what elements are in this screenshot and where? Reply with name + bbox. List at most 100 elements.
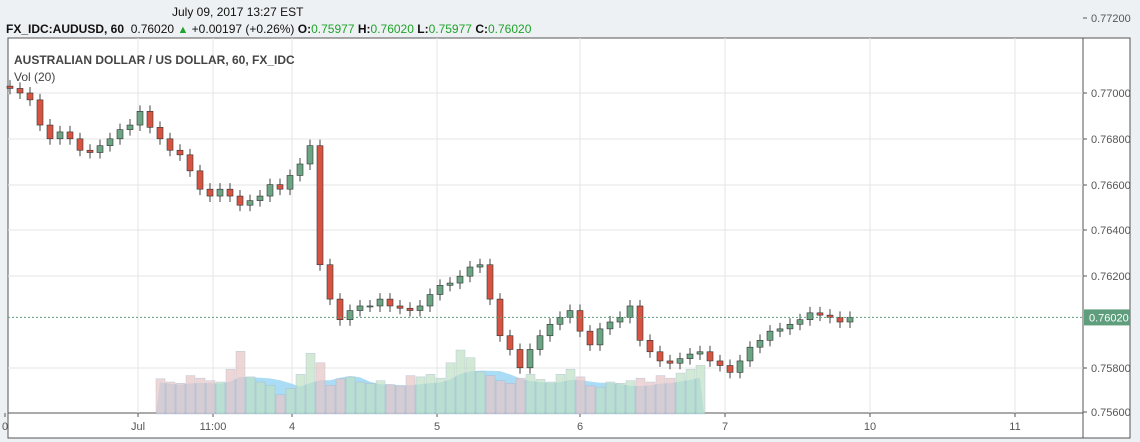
candle <box>526 349 534 369</box>
volume-bar <box>355 381 366 415</box>
volume-bar <box>285 388 296 415</box>
volume-bar <box>175 383 186 415</box>
low-label: L: <box>417 22 429 36</box>
candle <box>26 92 34 101</box>
last-price: 0.76020 <box>130 22 175 36</box>
x-tick-label: Jul <box>131 421 145 433</box>
candle <box>836 317 844 323</box>
volume-bar <box>655 375 666 415</box>
y-tick-label: 0.77200 <box>1091 13 1131 25</box>
volume-bar <box>225 368 236 415</box>
candle <box>776 328 784 332</box>
arrow-up-icon: ▲ <box>177 24 189 36</box>
candle <box>176 149 184 156</box>
candle <box>356 305 364 311</box>
candle <box>296 163 304 176</box>
candle <box>126 124 134 130</box>
chart-title: AUSTRALIAN DOLLAR / US DOLLAR, 60, FX_ID… <box>14 53 295 67</box>
candle <box>196 170 204 190</box>
candle <box>846 317 854 323</box>
open-label: O: <box>297 22 312 36</box>
y-tick-label: 0.76600 <box>1091 180 1131 192</box>
volume-bar <box>565 368 576 415</box>
candle <box>676 358 684 364</box>
candle <box>316 145 324 266</box>
volume-bar <box>345 376 356 415</box>
volume-bar <box>575 376 586 415</box>
candle <box>306 145 314 165</box>
candle <box>736 360 744 373</box>
candle <box>336 298 344 321</box>
x-tick-label: 7 <box>722 421 728 433</box>
low-value: 0.75977 <box>428 22 472 36</box>
y-tick-label: 0.75600 <box>1091 407 1131 419</box>
volume-bar <box>685 368 696 415</box>
volume-bar <box>235 351 246 415</box>
volume-bar <box>645 381 656 415</box>
high-label: H: <box>357 22 371 36</box>
volume-bar <box>305 352 316 415</box>
candle <box>626 305 634 318</box>
volume-bar <box>585 385 596 415</box>
close-label: C: <box>475 22 488 36</box>
volume-bar <box>535 379 546 415</box>
x-tick-label: 5 <box>434 421 440 433</box>
candle <box>326 264 334 300</box>
x-tick-label: 10 <box>864 421 876 433</box>
volume-bar <box>165 381 176 415</box>
candle <box>166 138 174 151</box>
y-tick-label: 0.75800 <box>1091 363 1131 375</box>
candle <box>206 188 214 197</box>
volume-bar <box>275 394 286 415</box>
candle <box>656 351 664 362</box>
candle <box>106 138 114 146</box>
candle <box>146 111 154 128</box>
candle <box>636 305 644 341</box>
candle <box>16 88 24 94</box>
candle <box>666 360 674 364</box>
candle <box>416 305 424 311</box>
candle <box>386 298 394 307</box>
volume-bar <box>385 384 396 415</box>
current-price-label: 0.76020 <box>1089 312 1129 324</box>
candle <box>156 127 164 140</box>
volume-bar <box>245 376 256 415</box>
candle <box>46 124 54 140</box>
candle <box>56 131 64 140</box>
candle <box>186 154 194 172</box>
close-value: 0.76020 <box>487 22 532 36</box>
header: July 09, 2017 13:27 EST FX_IDC:AUDUSD, 6… <box>0 0 1140 38</box>
candle <box>216 188 224 197</box>
volume-bar <box>335 378 346 415</box>
candle <box>6 85 14 89</box>
candle <box>646 340 654 353</box>
candle <box>716 360 724 366</box>
volume-bar <box>445 362 456 415</box>
volume-bar <box>415 376 426 415</box>
candle <box>566 310 574 318</box>
x-tick-label: 6 <box>577 421 583 433</box>
candle <box>726 365 734 373</box>
candle <box>116 129 124 140</box>
candle <box>256 195 264 201</box>
x-tick-label: 0 <box>2 421 8 433</box>
candle <box>586 330 594 346</box>
candle <box>556 317 564 325</box>
candle <box>406 307 414 311</box>
y-tick-label: 0.76200 <box>1091 271 1131 283</box>
volume-bar <box>365 383 376 415</box>
candle <box>746 346 754 362</box>
open-value: 0.75977 <box>311 22 355 36</box>
volume-bar <box>215 381 226 415</box>
change: +0.00197 (+0.26%) <box>191 22 295 36</box>
volume-bar <box>255 381 266 415</box>
time-axis <box>7 412 1084 439</box>
volume-bar <box>545 381 556 415</box>
candle <box>466 266 474 277</box>
volume-bar <box>525 374 536 415</box>
candle <box>786 323 794 330</box>
candle <box>266 184 274 197</box>
candle <box>226 188 234 197</box>
candle <box>86 149 94 153</box>
